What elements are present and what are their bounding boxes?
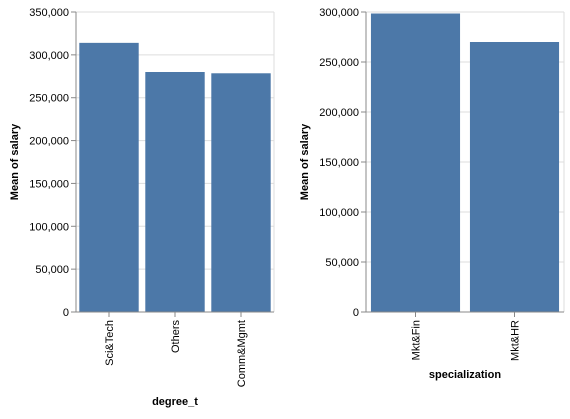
y-tick-label: 300,000: [29, 50, 69, 62]
y-tick-label: 50,000: [325, 257, 359, 269]
x-tick-label: Mkt&Fin: [411, 320, 423, 360]
y-tick-label: 150,000: [29, 178, 69, 190]
y-axis-title: Mean of salary: [9, 123, 21, 200]
y-tick-label: 50,000: [35, 264, 69, 276]
x-tick-label: Others: [170, 320, 182, 354]
y-tick-label: 350,000: [29, 7, 69, 19]
bar: [145, 72, 204, 312]
chart-panel-1: 0 50,000 100,000 150,000 200,000 250,000 300,0…: [9, 7, 274, 408]
y-tick-label: 150,000: [319, 157, 359, 169]
y-tick-label: 100,000: [29, 221, 69, 233]
chart-panel-2: 0 50,000 100,000 150,000 200,000 250,000 300,0…: [299, 7, 564, 381]
bar: [371, 14, 460, 313]
y-tick-label: 0: [63, 307, 69, 319]
x-tick-label: Sci&Tech: [104, 320, 116, 366]
bar: [470, 42, 559, 312]
y-axis-title: Mean of salary: [299, 123, 311, 200]
y-tick-label: 200,000: [29, 136, 69, 148]
x-tick-label: Comm&Mgmt: [236, 320, 248, 387]
y-tick-label: 0: [353, 307, 359, 319]
y-tick-label: 200,000: [319, 107, 359, 119]
y-tick-label: 250,000: [319, 57, 359, 69]
y-tick-label: 300,000: [319, 7, 359, 19]
bar: [79, 43, 138, 312]
x-axis-title: specialization: [429, 369, 501, 381]
y-tick-label: 250,000: [29, 93, 69, 105]
x-axis-title: degree_t: [152, 396, 198, 408]
y-tick-label: 100,000: [319, 207, 359, 219]
bar: [211, 73, 270, 312]
x-tick-label: Mkt&HR: [510, 320, 522, 361]
